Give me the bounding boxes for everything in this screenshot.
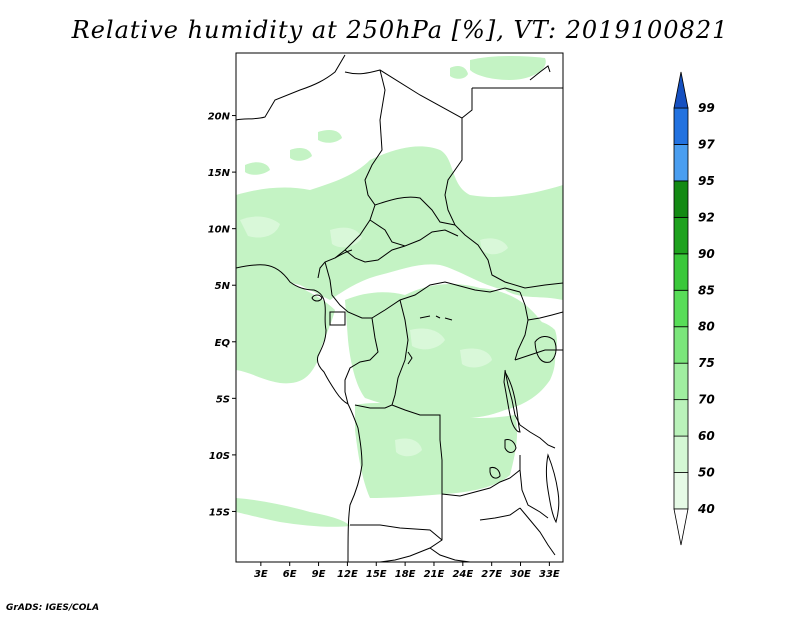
legend-label: 85 <box>698 283 715 297</box>
lat-tick-label: EQ <box>215 338 231 349</box>
lat-tick-label: 15S <box>209 507 230 518</box>
legend-label: 60 <box>698 429 715 443</box>
legend-label: 70 <box>698 393 715 407</box>
legend-label: 92 <box>698 210 715 224</box>
legend-label: 50 <box>698 466 715 480</box>
country-borders <box>236 54 563 562</box>
legend-swatch <box>673 180 689 218</box>
lon-tick-label: 6E <box>283 569 297 580</box>
lat-tick-label: 5S <box>216 394 230 405</box>
map-title: Relative humidity at 250hPa [%], VT: 201… <box>71 16 729 44</box>
lon-tick-label: 30E <box>510 569 531 580</box>
legend-swatch <box>673 216 689 255</box>
lon-tick-label: 18E <box>395 569 416 580</box>
lon-tick-label: 12E <box>337 569 358 580</box>
legend-swatch <box>673 107 689 145</box>
legend-label: 80 <box>698 320 715 334</box>
legend-label: 40 <box>697 502 715 516</box>
lat-tick-label: 20N <box>208 112 231 123</box>
lon-tick-label: 21E <box>424 569 445 580</box>
lon-tick-label: 9E <box>312 569 326 580</box>
legend-label: 90 <box>698 247 715 261</box>
latitude-axis: 20N 15N 10N 5N EQ 5S 10S 15S <box>208 112 236 518</box>
legend-label: 99 <box>698 101 715 115</box>
legend-swatch <box>673 435 689 473</box>
lon-tick-label: 33E <box>539 569 560 580</box>
legend-swatch <box>673 326 689 364</box>
grads-credit: GrADS: IGES/COLA <box>6 603 100 613</box>
legend-label: 97 <box>698 137 715 151</box>
legend-swatch <box>673 144 689 182</box>
humidity-shading <box>236 55 563 527</box>
lat-tick-label: 5N <box>215 281 231 292</box>
lon-tick-label: 3E <box>254 569 268 580</box>
legend-swatch <box>673 253 689 291</box>
lon-tick-label: 27E <box>481 569 502 580</box>
legend-swatch <box>673 399 689 437</box>
map-frame <box>235 52 564 563</box>
lon-tick-label: 15E <box>366 569 387 580</box>
colorbar-legend: 40 50 60 70 75 80 85 90 92 95 97 99 <box>673 71 715 546</box>
lat-tick-label: 15N <box>208 168 231 179</box>
lat-tick-label: 10N <box>208 225 231 236</box>
legend-label: 75 <box>698 356 715 370</box>
legend-label: 95 <box>698 174 715 188</box>
legend-min-arrow <box>673 508 689 546</box>
lon-tick-label: 24E <box>452 569 473 580</box>
legend-max-arrow <box>673 71 689 109</box>
legend-swatch <box>673 362 689 401</box>
longitude-axis: 3E 6E 9E 12E 15E 18E 21E 24E 27E 30E 33E <box>254 562 560 580</box>
lat-tick-label: 10S <box>209 451 230 462</box>
legend-swatch <box>673 289 689 328</box>
legend-swatch <box>673 472 689 510</box>
